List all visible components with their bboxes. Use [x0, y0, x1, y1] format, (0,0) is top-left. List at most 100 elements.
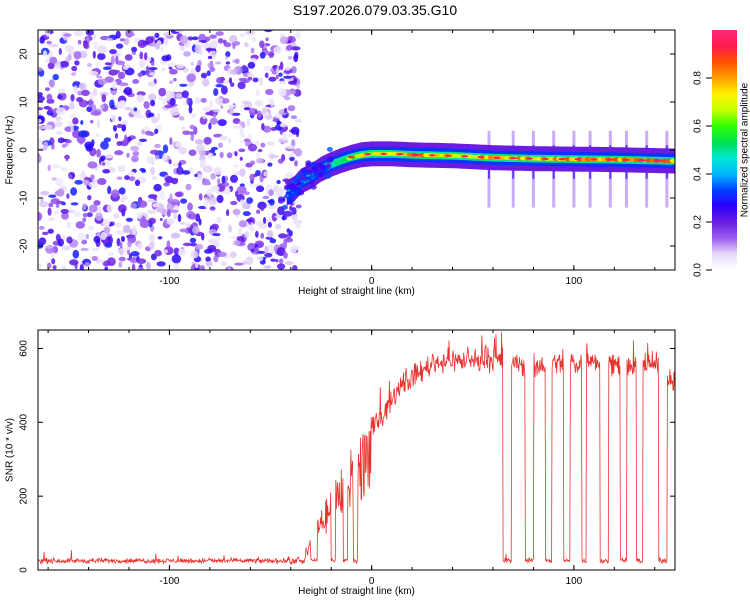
noise-blob — [114, 133, 119, 139]
noise-blob — [200, 265, 205, 270]
noise-blob — [250, 248, 255, 253]
noise-blob — [219, 151, 224, 159]
noise-blob — [51, 177, 58, 181]
noise-blob — [227, 104, 236, 108]
noise-blob — [97, 178, 107, 185]
noise-blob — [93, 40, 98, 50]
noise-blob — [90, 110, 101, 116]
noise-blob — [254, 101, 264, 107]
noise-blob — [188, 105, 193, 114]
noise-blob — [161, 67, 166, 72]
noise-blob — [267, 98, 273, 104]
noise-blob — [87, 225, 94, 231]
figure-title: S197.2026.079.03.35.G10 — [292, 2, 458, 18]
noise-blob — [171, 254, 182, 264]
noise-blob — [267, 221, 272, 228]
noise-blob — [96, 148, 101, 158]
noise-blob — [168, 66, 173, 70]
noise-blob — [291, 66, 297, 74]
spectrogram-ytick-label: 20 — [19, 48, 30, 60]
noise-blob — [148, 67, 158, 71]
noise-blob — [178, 146, 188, 155]
spectrogram-ytick-label: -20 — [19, 238, 30, 253]
noise-blob — [103, 66, 112, 70]
noise-blob — [173, 263, 180, 270]
noise-blob — [58, 88, 66, 94]
noise-blob — [275, 74, 279, 80]
noise-blob — [284, 66, 291, 71]
noise-blob — [112, 125, 118, 132]
noise-blob — [154, 128, 159, 134]
noise-blob — [66, 139, 72, 144]
transition-blob — [310, 168, 316, 174]
noise-blob — [210, 185, 220, 192]
noise-blob — [226, 152, 233, 159]
noise-blob — [146, 156, 156, 164]
snr-ylabel: SNR (10 * v/v) — [5, 418, 16, 482]
noise-blob — [188, 167, 194, 173]
noise-blob — [265, 188, 269, 197]
noise-blob — [295, 221, 301, 229]
noise-blob — [265, 37, 269, 42]
noise-blob — [283, 252, 288, 259]
noise-blob — [221, 98, 230, 104]
noise-blob — [136, 258, 147, 265]
noise-blob — [134, 179, 141, 186]
noise-blob — [118, 204, 127, 213]
noise-blob — [215, 61, 222, 65]
snr-xtick-label: -100 — [159, 576, 179, 587]
noise-blob — [118, 187, 126, 195]
spectrogram-xtick-label: -100 — [159, 276, 179, 287]
noise-blob — [225, 51, 231, 58]
noise-blob — [50, 198, 61, 205]
snr-xtick-label: 0 — [369, 576, 375, 587]
noise-blob — [77, 90, 83, 96]
noise-blob — [38, 143, 42, 147]
noise-blob — [129, 256, 138, 264]
noise-blob — [259, 51, 266, 59]
noise-blob — [250, 160, 256, 166]
noise-blob — [119, 85, 123, 92]
noise-blob — [109, 99, 115, 109]
noise-blob — [104, 266, 108, 270]
noise-blob — [154, 32, 160, 39]
noise-blob — [250, 47, 255, 54]
noise-blob — [38, 92, 43, 97]
noise-blob — [175, 93, 183, 99]
noise-blob — [157, 236, 163, 240]
transition-blob — [326, 146, 333, 152]
noise-blob — [252, 36, 257, 43]
noise-blob — [212, 108, 220, 113]
noise-blob — [63, 33, 72, 37]
noise-blob — [118, 116, 122, 122]
noise-blob — [115, 230, 126, 235]
noise-blob — [158, 96, 163, 101]
noise-blob — [51, 164, 62, 169]
noise-blob — [211, 223, 220, 230]
noise-blob — [212, 233, 221, 237]
noise-blob — [240, 133, 246, 138]
noise-blob — [209, 67, 216, 72]
noise-blob — [190, 61, 194, 66]
noise-blob — [72, 117, 79, 125]
tone-track-peak — [477, 155, 485, 159]
noise-blob — [238, 220, 247, 228]
colorbar-tick-label: 0.4 — [693, 167, 704, 181]
noise-blob — [276, 247, 286, 257]
noise-blob — [151, 116, 159, 124]
noise-blob — [57, 188, 65, 197]
noise-blob — [47, 107, 53, 112]
noise-blob — [133, 107, 138, 112]
noise-blob — [74, 179, 83, 185]
noise-blob — [120, 236, 126, 242]
noise-blob — [177, 213, 182, 223]
snr-plot — [38, 331, 675, 566]
noise-blob — [139, 138, 147, 142]
noise-blob — [162, 144, 169, 154]
noise-blob — [234, 58, 240, 64]
noise-blob — [131, 225, 137, 235]
noise-blob — [279, 61, 284, 71]
noise-blob — [159, 218, 163, 221]
noise-blob — [179, 83, 188, 87]
noise-blob — [189, 124, 195, 130]
